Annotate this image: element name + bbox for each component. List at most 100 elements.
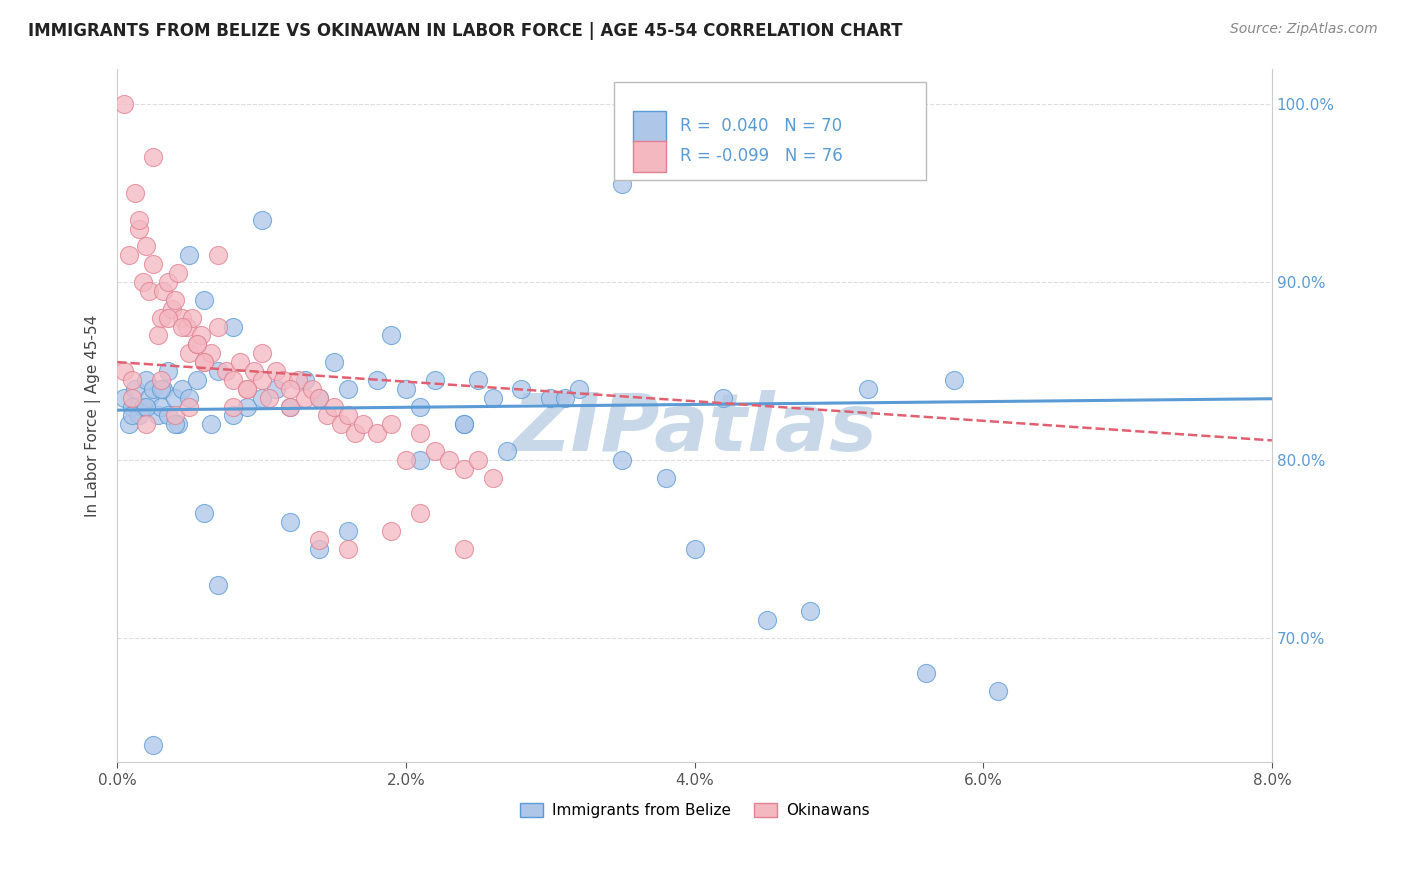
Point	[799, 604, 821, 618]
Point	[439, 453, 461, 467]
Point	[366, 373, 388, 387]
Point	[163, 417, 186, 432]
Point	[163, 409, 186, 423]
Point	[135, 417, 157, 432]
Point	[200, 346, 222, 360]
Point	[409, 426, 432, 441]
Point	[330, 417, 353, 432]
Point	[713, 391, 735, 405]
Point	[167, 266, 190, 280]
Point	[222, 409, 245, 423]
Point	[337, 524, 360, 538]
Point	[179, 391, 201, 405]
Point	[453, 417, 475, 432]
Point	[250, 391, 273, 405]
Point	[250, 346, 273, 360]
Point	[856, 382, 879, 396]
Point	[294, 373, 316, 387]
Point	[568, 382, 591, 396]
Point	[207, 364, 229, 378]
Point	[132, 275, 155, 289]
Point	[453, 462, 475, 476]
Text: R =  0.040   N = 70: R = 0.040 N = 70	[679, 118, 842, 136]
Point	[280, 400, 302, 414]
Point	[943, 373, 966, 387]
Point	[380, 417, 402, 432]
Point	[149, 400, 172, 414]
Point	[146, 328, 169, 343]
Point	[481, 471, 503, 485]
Point	[554, 391, 576, 405]
Point	[423, 373, 446, 387]
Point	[308, 391, 330, 405]
Point	[149, 310, 172, 325]
Point	[453, 541, 475, 556]
Text: IMMIGRANTS FROM BELIZE VS OKINAWAN IN LABOR FORCE | AGE 45-54 CORRELATION CHART: IMMIGRANTS FROM BELIZE VS OKINAWAN IN LA…	[28, 22, 903, 40]
Point	[114, 364, 136, 378]
Point	[152, 382, 174, 396]
Point	[160, 301, 183, 316]
Point	[118, 417, 141, 432]
Point	[271, 373, 294, 387]
Point	[315, 409, 337, 423]
Point	[496, 444, 519, 458]
Point	[149, 373, 172, 387]
Point	[395, 382, 418, 396]
Point	[250, 212, 273, 227]
Point	[142, 738, 165, 752]
Point	[156, 364, 179, 378]
Point	[236, 400, 259, 414]
Point	[172, 319, 194, 334]
Point	[135, 373, 157, 387]
Point	[453, 417, 475, 432]
Point	[156, 409, 179, 423]
Point	[308, 541, 330, 556]
Point	[181, 310, 204, 325]
Point	[510, 382, 533, 396]
Point	[128, 221, 150, 235]
Point	[236, 382, 259, 396]
Point	[207, 248, 229, 262]
Point	[538, 391, 561, 405]
Point	[280, 515, 302, 529]
Point	[135, 400, 157, 414]
Point	[612, 453, 634, 467]
Point	[280, 400, 302, 414]
Point	[186, 337, 208, 351]
Text: Source: ZipAtlas.com: Source: ZipAtlas.com	[1230, 22, 1378, 37]
Point	[352, 417, 374, 432]
Point	[229, 355, 252, 369]
Point	[914, 666, 936, 681]
Point	[654, 471, 676, 485]
Point	[179, 400, 201, 414]
Point	[395, 453, 418, 467]
Point	[124, 382, 146, 396]
Point	[337, 382, 360, 396]
Point	[683, 541, 706, 556]
Point	[257, 391, 280, 405]
Point	[222, 400, 245, 414]
Point	[366, 426, 388, 441]
Point	[322, 400, 344, 414]
Bar	[633, 111, 665, 142]
Point	[128, 409, 150, 423]
Y-axis label: In Labor Force | Age 45-54: In Labor Force | Age 45-54	[86, 314, 101, 516]
FancyBboxPatch shape	[614, 82, 925, 179]
Point	[186, 373, 208, 387]
Point	[987, 684, 1010, 698]
Point	[114, 97, 136, 112]
Point	[243, 364, 266, 378]
Point	[200, 417, 222, 432]
Point	[163, 293, 186, 307]
Point	[409, 453, 432, 467]
Point	[179, 346, 201, 360]
Point	[142, 151, 165, 165]
Point	[264, 382, 287, 396]
Point	[308, 391, 330, 405]
Point	[380, 524, 402, 538]
Legend: Immigrants from Belize, Okinawans: Immigrants from Belize, Okinawans	[513, 797, 876, 824]
Point	[146, 409, 169, 423]
Point	[135, 239, 157, 253]
Point	[190, 328, 212, 343]
Bar	[633, 141, 665, 172]
